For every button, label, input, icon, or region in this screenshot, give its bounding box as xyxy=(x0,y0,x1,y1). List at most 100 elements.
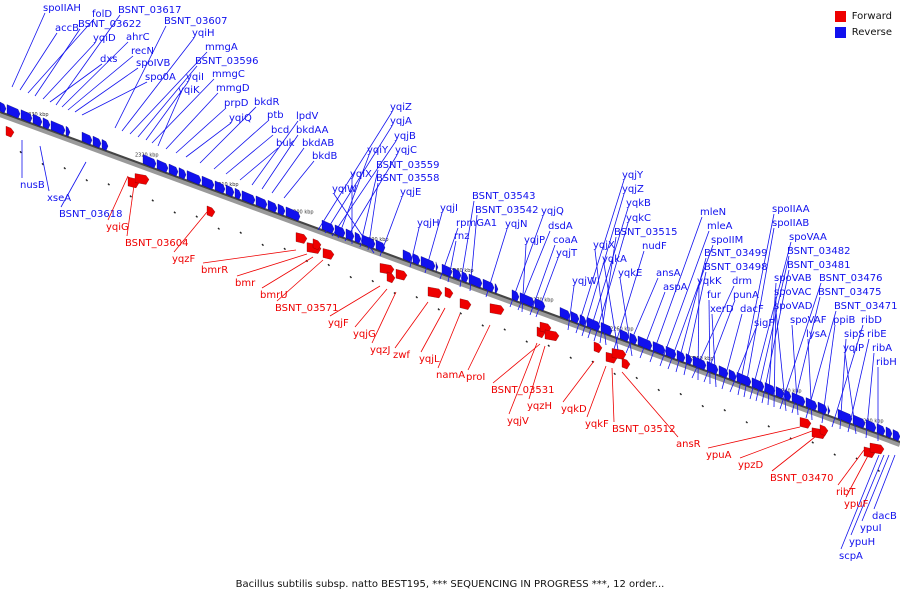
gene-label: yqzF xyxy=(172,254,196,265)
gene-label: bkdB xyxy=(312,151,337,162)
gene-leader-line xyxy=(126,177,136,237)
reverse-gene-block xyxy=(267,200,278,213)
gene-label: yqkA xyxy=(602,254,627,265)
gene-leader-line xyxy=(711,313,717,388)
forward-gene-block xyxy=(395,269,408,281)
gene-label: fur xyxy=(707,290,722,301)
backbone-line xyxy=(0,111,900,443)
gene-label: proI xyxy=(466,372,485,383)
intergenic-marker xyxy=(349,275,352,279)
gene-leader-line xyxy=(81,81,148,116)
gene-leader-line xyxy=(619,277,633,357)
gene-label: zwf xyxy=(393,350,410,361)
intergenic-marker xyxy=(85,179,88,182)
intergenic-marker xyxy=(239,231,242,235)
gene-label: ahrC xyxy=(126,32,150,43)
gene-leader-line xyxy=(509,215,544,308)
forward-swatch xyxy=(834,10,846,22)
gene-label: yqjI xyxy=(440,203,458,214)
gene-label: bkdAA xyxy=(296,125,329,136)
gene-leader-line xyxy=(107,175,129,221)
reverse-gene-block xyxy=(32,113,43,127)
intergenic-marker xyxy=(129,195,132,198)
gene-leader-line xyxy=(821,324,836,424)
intergenic-marker xyxy=(613,372,616,376)
gene-label: dxs xyxy=(100,54,117,65)
gene-leader-line xyxy=(129,51,208,135)
gene-leader-line xyxy=(447,240,457,283)
intergenic-marker xyxy=(173,211,176,214)
gene-leader-line xyxy=(603,263,619,351)
gene-leader-line xyxy=(409,227,420,268)
gene-label: yqkB xyxy=(626,198,651,209)
gene-label: namA xyxy=(436,370,465,381)
gene-label: BSNT_03498 xyxy=(704,262,767,273)
gene-leader-line xyxy=(151,78,215,144)
gene-label: ypuI xyxy=(860,523,882,534)
gene-label: yqjY xyxy=(622,170,644,181)
gene-leader-line xyxy=(175,107,227,154)
reverse-gene-block xyxy=(852,414,866,429)
gene-label: BSNT_03481 xyxy=(787,260,850,271)
forward-gene-block xyxy=(206,205,216,218)
intergenic-marker xyxy=(437,308,440,311)
gene-label: BSNT_03617 xyxy=(118,5,181,16)
reverse-gene-block xyxy=(255,195,268,210)
gene-label: spoVAA xyxy=(789,232,827,243)
gene-label: scpA xyxy=(839,551,863,562)
gene-leader-line xyxy=(145,81,189,141)
gene-label: BSNT_03543 xyxy=(472,191,535,202)
forward-gene-block xyxy=(379,263,395,275)
gene-leader-line xyxy=(594,249,607,346)
gene-leader-line xyxy=(60,161,87,208)
gene-label: BSNT_03622 xyxy=(78,19,141,30)
gene-label: ribH xyxy=(876,357,897,368)
gene-leader-line xyxy=(517,230,551,311)
reverse-gene-block xyxy=(277,203,286,216)
gene-leader-line xyxy=(42,42,96,100)
gene-label: yqzJ xyxy=(370,345,390,356)
reverse-gene-block xyxy=(452,267,462,281)
gene-label: BSNT_03512 xyxy=(612,424,675,435)
gene-leader-line xyxy=(324,125,393,234)
gene-leader-line xyxy=(239,147,279,181)
gene-leader-line xyxy=(639,291,666,359)
gene-leader-line xyxy=(49,63,103,103)
forward-gene-block xyxy=(621,357,631,370)
forward-gene-block xyxy=(593,341,603,354)
reverse-gene-block xyxy=(142,154,157,169)
gene-label: folD xyxy=(92,9,112,20)
gene-leader-line xyxy=(529,244,556,316)
gene-leader-line xyxy=(121,37,195,132)
gene-leader-line xyxy=(593,222,629,342)
gene-label: nusB xyxy=(20,180,45,191)
gene-leader-line xyxy=(611,367,615,423)
gene-leader-line xyxy=(371,291,397,344)
reverse-gene-block xyxy=(865,419,877,433)
intergenic-marker xyxy=(217,227,220,230)
gene-label: rnz xyxy=(454,231,470,242)
gene-leader-line xyxy=(11,12,46,88)
tick-label: 2230 kbp xyxy=(860,418,884,424)
gene-label: ansR xyxy=(676,439,701,450)
forward-gene-block xyxy=(386,271,396,284)
intergenic-marker xyxy=(327,263,330,267)
gene-leader-line xyxy=(165,92,219,150)
intergenic-marker xyxy=(833,453,836,456)
gene-leader-line xyxy=(729,327,757,393)
gene-label: ribA xyxy=(872,343,892,354)
reverse-gene-block xyxy=(579,314,587,327)
forward-gene-block xyxy=(312,238,322,250)
tick-label: 2260 kbp xyxy=(610,327,634,333)
intergenic-marker xyxy=(745,421,748,424)
gene-label: BSNT_03607 xyxy=(164,16,227,27)
gene-label: mleN xyxy=(700,207,726,218)
gene-leader-line xyxy=(492,343,541,384)
gene-leader-line xyxy=(137,65,198,138)
gene-leader-line xyxy=(251,120,299,186)
gene-label: yqjX xyxy=(593,240,615,251)
gene-label: dacB xyxy=(872,511,897,522)
intergenic-marker xyxy=(371,279,374,283)
intergenic-marker xyxy=(679,392,682,396)
